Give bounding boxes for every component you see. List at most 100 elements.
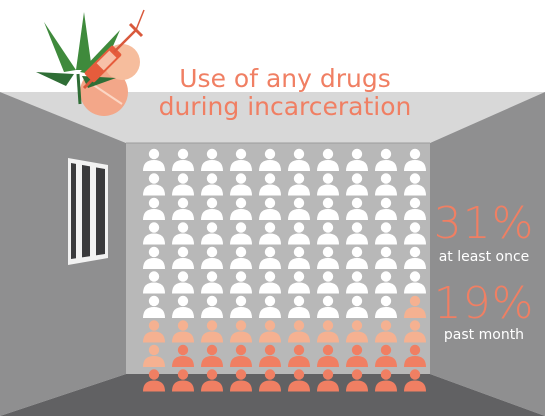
person-icon [230, 344, 252, 367]
person-icon [404, 320, 426, 343]
person-icon [404, 295, 426, 318]
person-icon [172, 197, 194, 220]
person-icon [404, 344, 426, 367]
person-icon [143, 344, 165, 367]
person-icon [201, 246, 223, 269]
person-icon [317, 197, 339, 220]
person-icon [288, 344, 310, 367]
person-icon [259, 369, 281, 392]
person-icon [172, 148, 194, 171]
person-icon [172, 173, 194, 196]
drug-illustration [36, 9, 145, 116]
person-icon [346, 271, 368, 294]
person-icon [317, 369, 339, 392]
person-icon [404, 246, 426, 269]
person-icon [230, 173, 252, 196]
chart-title-line-1: Use of any drugs [179, 64, 391, 93]
person-icon [375, 295, 397, 318]
person-icon [230, 222, 252, 245]
person-icon [172, 369, 194, 392]
person-icon [288, 197, 310, 220]
person-icon [317, 148, 339, 171]
ceiling [0, 92, 545, 143]
person-icon [143, 222, 165, 245]
person-icon [259, 344, 281, 367]
chart-title-line-2: during incarceration [158, 92, 412, 121]
person-icon [230, 197, 252, 220]
person-icon [404, 222, 426, 245]
person-icon [230, 271, 252, 294]
person-icon [288, 246, 310, 269]
person-icon [172, 295, 194, 318]
person-icon [143, 320, 165, 343]
person-icon [259, 295, 281, 318]
person-icon [346, 246, 368, 269]
person-icon [201, 148, 223, 171]
person-icon [288, 173, 310, 196]
barred-window [68, 158, 108, 265]
person-icon [230, 320, 252, 343]
person-icon [201, 295, 223, 318]
person-icon [288, 222, 310, 245]
person-icon [375, 148, 397, 171]
person-icon [346, 295, 368, 318]
person-icon [404, 197, 426, 220]
person-icon [317, 320, 339, 343]
person-icon [143, 246, 165, 269]
person-icon [288, 369, 310, 392]
person-icon [143, 173, 165, 196]
person-icon [259, 271, 281, 294]
person-icon [143, 369, 165, 392]
person-icon [375, 320, 397, 343]
person-icon [230, 246, 252, 269]
person-icon [201, 271, 223, 294]
person-icon [259, 197, 281, 220]
person-icon [317, 295, 339, 318]
person-icon [201, 197, 223, 220]
person-icon [404, 173, 426, 196]
person-icon [317, 246, 339, 269]
pictogram-grid [143, 148, 426, 392]
person-icon [288, 271, 310, 294]
person-icon [230, 369, 252, 392]
person-icon [317, 222, 339, 245]
person-icon [346, 222, 368, 245]
person-icon [201, 222, 223, 245]
right-wall [430, 92, 545, 416]
person-icon [201, 344, 223, 367]
person-icon [143, 197, 165, 220]
person-icon [143, 295, 165, 318]
person-icon [375, 344, 397, 367]
person-icon [201, 173, 223, 196]
person-icon [375, 246, 397, 269]
stat-past-month-value: 19% [433, 278, 535, 329]
person-icon [172, 246, 194, 269]
person-icon [346, 320, 368, 343]
person-icon [259, 222, 281, 245]
person-icon [172, 344, 194, 367]
person-icon [230, 148, 252, 171]
person-icon [317, 344, 339, 367]
person-icon [288, 148, 310, 171]
stat-past-month-label: past month [443, 327, 525, 343]
person-icon [317, 271, 339, 294]
person-icon [346, 148, 368, 171]
stat-at-least-once-label: at least once [438, 249, 530, 265]
person-icon [259, 246, 281, 269]
person-icon [346, 344, 368, 367]
person-icon [375, 271, 397, 294]
person-icon [375, 173, 397, 196]
person-icon [143, 148, 165, 171]
syringe-icon [82, 9, 145, 90]
person-icon [317, 173, 339, 196]
person-icon [346, 197, 368, 220]
person-icon [404, 148, 426, 171]
person-icon [172, 222, 194, 245]
stat-at-least-once-value: 31% [433, 198, 535, 249]
person-icon [201, 369, 223, 392]
person-icon [375, 369, 397, 392]
person-icon [172, 320, 194, 343]
person-icon [346, 173, 368, 196]
person-icon [346, 369, 368, 392]
